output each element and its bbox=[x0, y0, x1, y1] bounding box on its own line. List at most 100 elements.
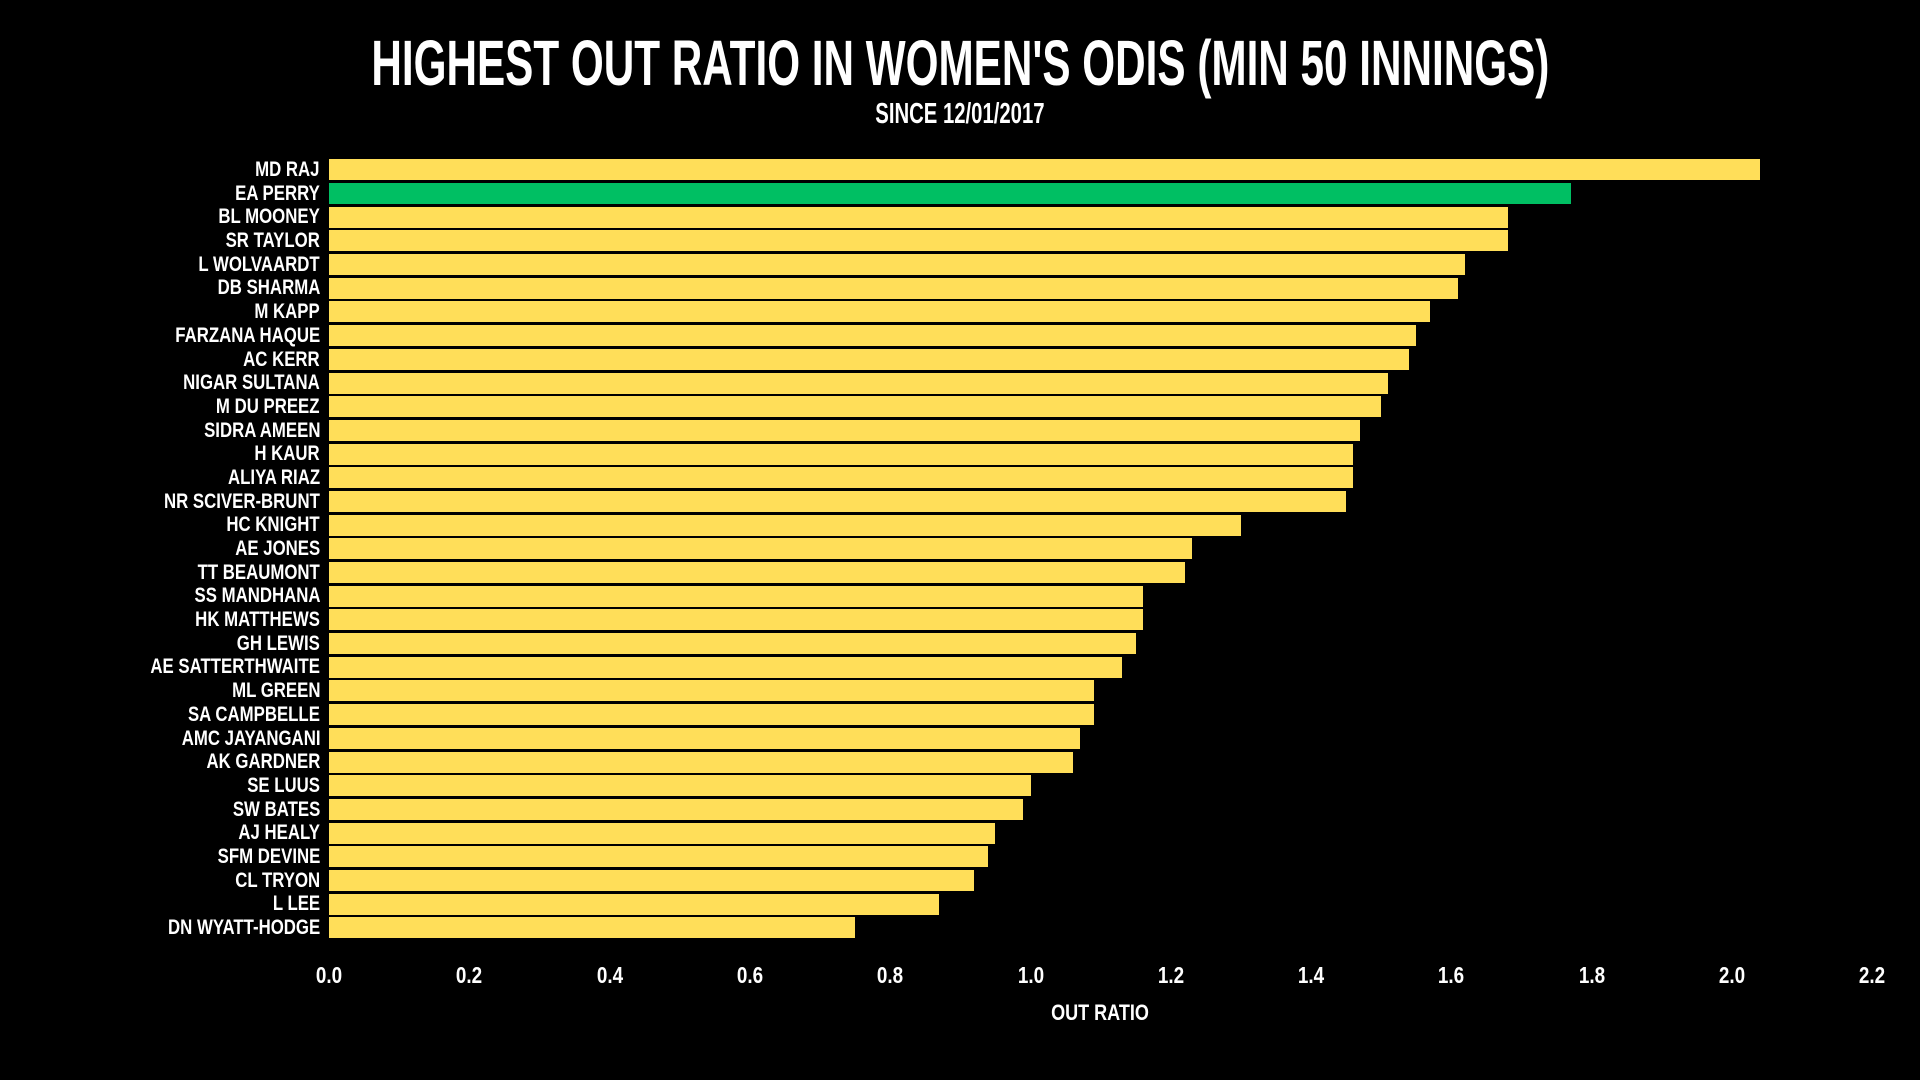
x-tick-label-text: 0.2 bbox=[456, 962, 483, 988]
player-label-text: ALIYA RIAZ bbox=[227, 465, 320, 489]
player-label: HK MATTHEWS bbox=[0, 608, 329, 632]
bar bbox=[329, 775, 1031, 797]
bar-row: SE LUUS bbox=[0, 774, 1920, 798]
player-label-text: CL TRYON bbox=[235, 868, 320, 892]
bar-row: HK MATTHEWS bbox=[0, 608, 1920, 632]
x-tick-label-text: 0.0 bbox=[315, 962, 343, 988]
player-label: NR SCIVER-BRUNT bbox=[0, 490, 329, 514]
bar-row: FARZANA HAQUE bbox=[0, 324, 1920, 348]
player-label: H KAUR bbox=[0, 442, 329, 466]
bar-row: SR TAYLOR bbox=[0, 229, 1920, 253]
x-tick-label: 1.6 bbox=[1435, 962, 1467, 989]
player-label-text: DB SHARMA bbox=[217, 276, 320, 300]
bar bbox=[329, 562, 1185, 584]
bar-row: SS MANDHANA bbox=[0, 584, 1920, 608]
player-label-text: NIGAR SULTANA bbox=[183, 371, 320, 395]
bar bbox=[329, 633, 1136, 655]
player-label: ML GREEN bbox=[0, 679, 329, 703]
player-label: AMC JAYANGANI bbox=[0, 727, 329, 751]
bar bbox=[329, 372, 1389, 394]
bar bbox=[329, 230, 1508, 252]
bar bbox=[329, 396, 1382, 418]
bar bbox=[329, 301, 1431, 323]
player-label-text: GH LEWIS bbox=[236, 631, 320, 655]
x-tick-label: 1.2 bbox=[1155, 962, 1187, 989]
player-label-text: AC KERR bbox=[243, 347, 320, 371]
bar-row: AE SATTERTHWAITE bbox=[0, 655, 1920, 679]
bar-row: DN WYATT-HODGE bbox=[0, 916, 1920, 940]
player-label: MD RAJ bbox=[0, 158, 329, 182]
player-label: AE SATTERTHWAITE bbox=[0, 655, 329, 679]
x-tick-label: 2.2 bbox=[1856, 962, 1888, 989]
x-tick-label: 2.0 bbox=[1716, 962, 1748, 989]
player-label-text: AJ HEALY bbox=[238, 821, 320, 845]
x-tick-label: 1.4 bbox=[1295, 962, 1327, 989]
bar bbox=[329, 917, 856, 939]
bar-row: L WOLVAARDT bbox=[0, 253, 1920, 277]
bar-row: ALIYA RIAZ bbox=[0, 466, 1920, 490]
player-label: SE LUUS bbox=[0, 774, 329, 798]
plot-area: MD RAJ EA PERRY BL MOONEY SR TAYLOR L WOLVAA… bbox=[0, 158, 1920, 940]
player-label: AJ HEALY bbox=[0, 821, 329, 845]
player-label-text: H KAUR bbox=[254, 442, 320, 466]
bar-row: TT BEAUMONT bbox=[0, 561, 1920, 585]
x-tick-label-text: 0.8 bbox=[877, 962, 904, 988]
bar-row: AK GARDNER bbox=[0, 750, 1920, 774]
bar bbox=[329, 348, 1410, 370]
bar bbox=[329, 490, 1347, 512]
player-label: SFM DEVINE bbox=[0, 845, 329, 869]
bar bbox=[329, 514, 1241, 536]
bar bbox=[329, 680, 1094, 702]
player-label-text: SE LUUS bbox=[247, 773, 320, 797]
bar bbox=[329, 325, 1417, 347]
bar bbox=[329, 704, 1094, 726]
x-axis-title: OUT RATIO bbox=[1040, 1000, 1159, 1026]
player-label-text: AK GARDNER bbox=[206, 750, 320, 774]
x-tick-label: 1.8 bbox=[1576, 962, 1608, 989]
player-label: DB SHARMA bbox=[0, 276, 329, 300]
player-label-text: SR TAYLOR bbox=[225, 229, 320, 253]
bar bbox=[329, 846, 989, 868]
bar bbox=[329, 609, 1143, 631]
bar bbox=[329, 893, 940, 915]
x-tick-label-text: 1.8 bbox=[1578, 962, 1605, 988]
player-label: SW BATES bbox=[0, 798, 329, 822]
bar-row: AC KERR bbox=[0, 348, 1920, 372]
bar-row: EA PERRY bbox=[0, 182, 1920, 206]
player-label-text: SFM DEVINE bbox=[217, 844, 320, 868]
x-tick-label-text: 0.4 bbox=[596, 962, 623, 988]
bar-row: SW BATES bbox=[0, 798, 1920, 822]
bar-row: NIGAR SULTANA bbox=[0, 371, 1920, 395]
player-label: M DU PREEZ bbox=[0, 395, 329, 419]
player-label: DN WYATT-HODGE bbox=[0, 916, 329, 940]
x-tick-label: 0.0 bbox=[313, 962, 345, 989]
bar-row: SIDRA AMEEN bbox=[0, 419, 1920, 443]
x-tick-label: 0.6 bbox=[734, 962, 766, 989]
bar-row: AJ HEALY bbox=[0, 821, 1920, 845]
bar-row: DB SHARMA bbox=[0, 276, 1920, 300]
player-label: NIGAR SULTANA bbox=[0, 371, 329, 395]
x-tick-label-text: 1.4 bbox=[1297, 962, 1325, 988]
player-label-text: M DU PREEZ bbox=[216, 394, 320, 418]
player-label-text: M KAPP bbox=[254, 300, 320, 324]
bar-row: M KAPP bbox=[0, 300, 1920, 324]
chart-subtitle-text: SINCE 12/01/2017 bbox=[875, 98, 1045, 130]
bar-row: SFM DEVINE bbox=[0, 845, 1920, 869]
bar bbox=[329, 869, 975, 891]
x-tick-label-text: 2.0 bbox=[1718, 962, 1746, 988]
player-label-text: L WOLVAARDT bbox=[198, 252, 320, 276]
player-label: AC KERR bbox=[0, 348, 329, 372]
player-label-text: SW BATES bbox=[232, 797, 320, 821]
player-label-text: SA CAMPBELLE bbox=[188, 702, 320, 726]
bar-row: SA CAMPBELLE bbox=[0, 703, 1920, 727]
player-label: M KAPP bbox=[0, 300, 329, 324]
bar bbox=[329, 656, 1122, 678]
bar-row: NR SCIVER-BRUNT bbox=[0, 490, 1920, 514]
player-label-text: SS MANDHANA bbox=[194, 584, 320, 608]
player-label-text: AE JONES bbox=[235, 537, 320, 560]
bar-row: HC KNIGHT bbox=[0, 513, 1920, 537]
player-label: SR TAYLOR bbox=[0, 229, 329, 253]
x-tick-label-text: 2.2 bbox=[1859, 962, 1886, 988]
chart-title: HIGHEST OUT RATIO IN WOMEN'S ODIS (MIN 5… bbox=[0, 26, 1920, 100]
